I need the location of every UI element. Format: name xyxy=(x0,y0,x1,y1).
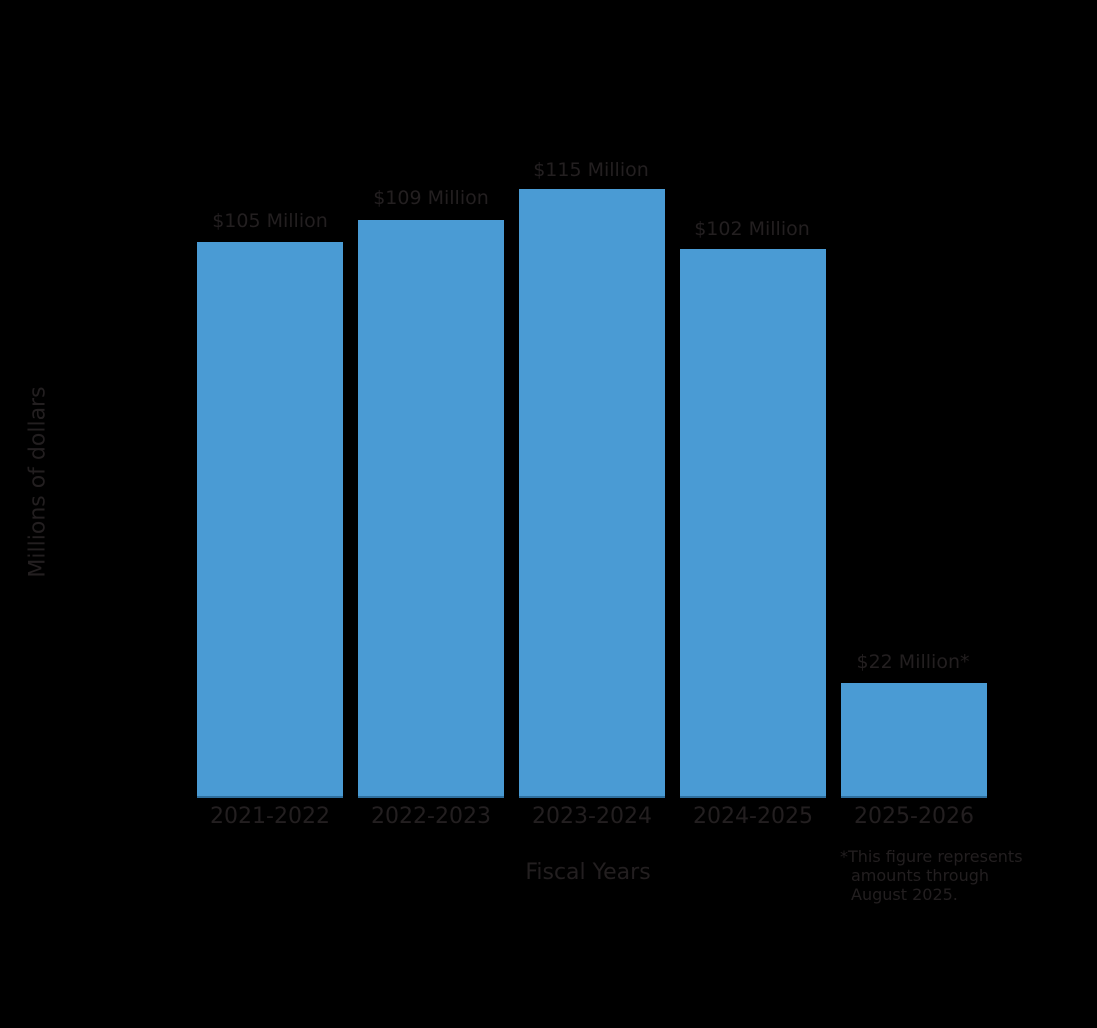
x-tick-label: 2022-2023 xyxy=(371,804,491,829)
x-tick-label: 2025-2026 xyxy=(854,804,974,829)
footnote-line-1: *This figure represents xyxy=(840,847,1023,866)
x-axis-label: Fiscal Years xyxy=(525,860,651,885)
data-label: $109 Million xyxy=(373,187,489,209)
bar-2022-2023 xyxy=(358,220,504,798)
footnote-line-2: amounts through xyxy=(851,866,990,885)
bar-2021-2022 xyxy=(197,242,343,798)
x-tick-label: 2021-2022 xyxy=(210,804,330,829)
x-tick-label: 2023-2024 xyxy=(532,804,652,829)
x-tick-label: 2024-2025 xyxy=(693,804,813,829)
data-label: $102 Million xyxy=(694,218,810,240)
data-label: $22 Million* xyxy=(856,651,970,673)
bar-2025-2026 xyxy=(841,683,987,798)
footnote: *This figure represents amounts through … xyxy=(840,847,1060,904)
footnote-line-3: August 2025. xyxy=(851,885,958,904)
bar-2024-2025 xyxy=(680,249,826,798)
data-label: $105 Million xyxy=(212,210,328,232)
bar-2023-2024 xyxy=(519,189,665,798)
data-label: $115 Million xyxy=(533,159,649,181)
y-axis-label: Millions of dollars xyxy=(25,386,51,578)
